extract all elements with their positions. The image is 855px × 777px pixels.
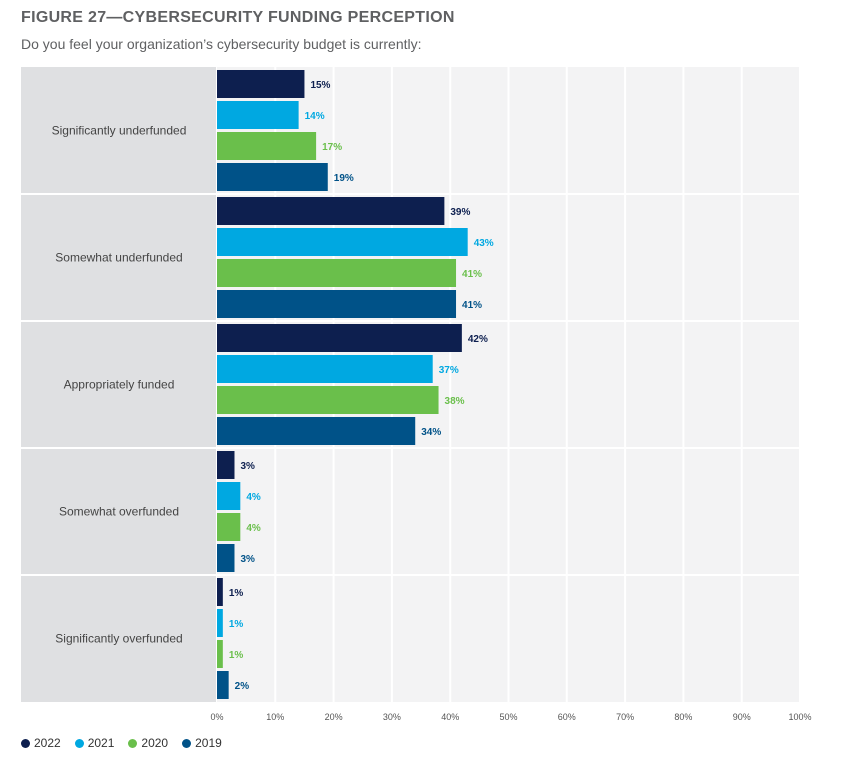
x-tick-label: 90% (733, 712, 751, 722)
legend-label-2020: 2020 (141, 736, 169, 750)
category-band (21, 321, 216, 448)
data-label: 1% (229, 619, 244, 630)
category-band (21, 575, 216, 702)
legend-swatch-2019 (182, 738, 192, 748)
bar-2019 (217, 163, 328, 191)
bar-2022 (217, 70, 305, 98)
legend-item-2022: 2022 (21, 736, 61, 750)
data-label: 38% (445, 396, 465, 407)
data-label: 43% (474, 238, 494, 249)
data-label: 37% (439, 365, 459, 376)
category-band (21, 194, 216, 321)
x-tick-label: 70% (616, 712, 634, 722)
bar-2022 (217, 578, 223, 606)
bar-2022 (217, 324, 462, 352)
data-label: 39% (450, 207, 470, 218)
data-label: 41% (462, 300, 482, 311)
bar-2021 (217, 101, 299, 129)
x-tick-label: 20% (325, 712, 343, 722)
bar-2020 (217, 132, 317, 160)
category-label: Somewhat overfunded (59, 505, 179, 519)
chart-title: FIGURE 27—CYBERSECURITY FUNDING PERCEPTI… (21, 9, 455, 26)
legend-swatch-2021 (74, 738, 84, 748)
x-tick-label: 40% (441, 712, 459, 722)
category-label: Appropriately funded (64, 378, 175, 392)
x-tick-label: 10% (266, 712, 284, 722)
x-tick-label: 30% (383, 712, 401, 722)
bar-2020 (217, 640, 223, 668)
data-label: 1% (229, 588, 244, 599)
x-tick-label: 60% (558, 712, 576, 722)
data-label: 4% (246, 523, 261, 534)
category-label: Significantly overfunded (55, 632, 182, 646)
bar-2021 (217, 355, 433, 383)
legend-label-2021: 2021 (87, 736, 115, 750)
bar-2022 (217, 197, 445, 225)
x-tick-label: 0% (210, 712, 223, 722)
data-label: 4% (246, 492, 261, 503)
data-label: 3% (240, 554, 255, 565)
bar-2021 (217, 609, 223, 637)
bar-2020 (217, 513, 241, 541)
x-tick-label: 80% (674, 712, 692, 722)
category-label: Significantly underfunded (52, 124, 187, 138)
data-label: 34% (421, 427, 441, 438)
data-label: 3% (240, 461, 255, 472)
legend-label-2022: 2022 (34, 736, 61, 750)
bar-2021 (217, 228, 468, 256)
data-label: 17% (322, 142, 342, 153)
bar-2022 (217, 451, 235, 479)
legend-swatch-2020 (128, 738, 138, 748)
bar-2021 (217, 482, 241, 510)
bar-2019 (217, 417, 416, 445)
bar-2019 (217, 290, 457, 318)
x-tick-label: 100% (788, 712, 811, 722)
data-label: 19% (334, 173, 354, 184)
chart-subtitle: Do you feel your organization’s cybersec… (21, 36, 422, 52)
data-label: 42% (468, 334, 488, 345)
legend-item-2019: 2019 (182, 736, 222, 750)
category-band (21, 67, 216, 194)
legend-item-2020: 2020 (128, 736, 168, 750)
category-label: Somewhat underfunded (55, 251, 182, 265)
legend-item-2021: 2021 (74, 736, 115, 750)
data-label: 1% (229, 650, 244, 661)
legend: 2022 2021 2020 2019 (21, 736, 222, 750)
legend-swatch-2022 (21, 738, 30, 748)
x-tick-label: 50% (499, 712, 517, 722)
data-label: 41% (462, 269, 482, 280)
bar-2020 (217, 386, 439, 414)
bar-2019 (217, 671, 229, 699)
category-band (21, 448, 216, 575)
bar-2020 (217, 259, 457, 287)
data-label: 15% (310, 80, 330, 91)
data-label: 14% (305, 111, 325, 122)
bar-2019 (217, 544, 235, 572)
data-label: 2% (235, 681, 250, 692)
legend-label-2019: 2019 (195, 736, 222, 750)
